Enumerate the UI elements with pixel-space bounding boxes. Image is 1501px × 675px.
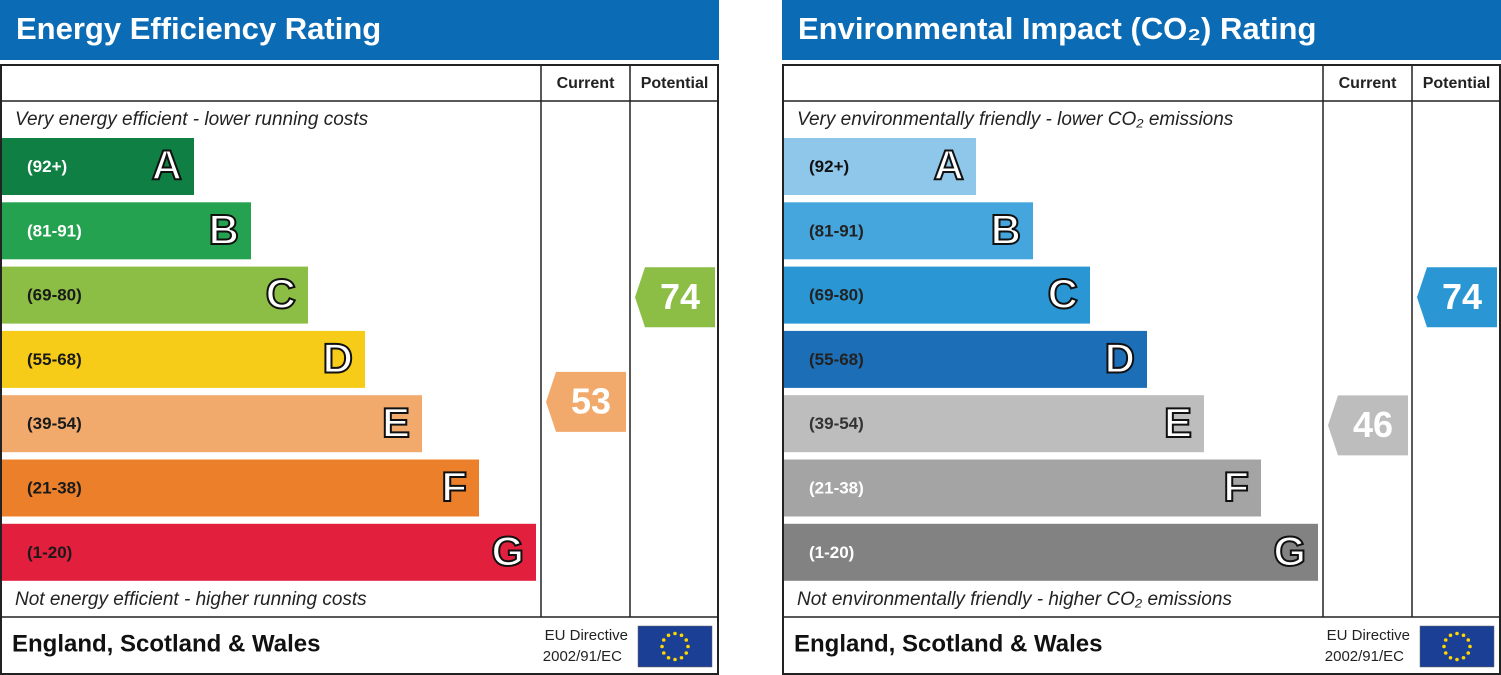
rating-value: 74 <box>660 276 700 317</box>
eu-star <box>661 651 666 655</box>
band-letter: E <box>1164 399 1192 446</box>
eu-star <box>666 633 671 638</box>
eu-star <box>684 638 689 642</box>
band-letter: B <box>991 206 1021 253</box>
eu-star <box>686 644 690 649</box>
eu-star <box>1461 633 1466 638</box>
rating-value: 46 <box>1353 404 1393 445</box>
bottom-note: Not environmentally friendly - higher CO… <box>797 589 1232 610</box>
band-range: (69-80) <box>809 286 864 305</box>
band-letter: E <box>382 399 410 446</box>
band-range: (1-20) <box>809 543 854 562</box>
rating-arrow <box>635 267 715 328</box>
band-range: (39-54) <box>27 414 82 433</box>
footer-directive: 2002/91/EC <box>543 648 622 665</box>
eu-star <box>1455 657 1459 662</box>
band-range: (81-91) <box>809 221 864 240</box>
rating-band <box>784 138 976 195</box>
band-letter: G <box>1273 527 1306 574</box>
rating-panel: Environmental Impact (CO₂) Rating Current… <box>782 0 1501 675</box>
eu-star <box>1455 631 1459 636</box>
footer-directive: 2002/91/EC <box>1325 648 1404 665</box>
rating-band <box>2 266 308 324</box>
band-range: (81-91) <box>27 221 82 240</box>
column-header: Potential <box>1423 75 1491 92</box>
band-range: (92+) <box>27 157 67 176</box>
eu-star <box>1466 651 1471 655</box>
rating-value: 74 <box>1442 276 1482 317</box>
top-note: Very energy efficient - lower running co… <box>15 109 369 130</box>
rating-band <box>2 330 365 388</box>
rating-arrow <box>1417 267 1497 328</box>
rating-band <box>784 202 1033 260</box>
band-letter: G <box>491 527 524 574</box>
band-range: (21-38) <box>809 478 864 497</box>
eu-star <box>1448 633 1453 638</box>
table-frame <box>782 64 1501 675</box>
rating-band <box>784 330 1147 388</box>
eu-star <box>1466 638 1471 642</box>
top-note: Very environmentally friendly - lower CO… <box>797 109 1234 130</box>
eu-star <box>673 631 677 636</box>
eu-star <box>1448 655 1453 660</box>
rating-band <box>784 459 1261 517</box>
eu-star <box>661 638 666 642</box>
panel-title: Energy Efficiency Rating <box>16 11 381 46</box>
header-bar <box>0 0 719 60</box>
eu-star <box>666 655 671 660</box>
rating-band <box>2 138 194 195</box>
band-letter: A <box>152 142 182 189</box>
band-range: (1-20) <box>27 543 72 562</box>
rating-band <box>2 202 251 260</box>
footer-directive: EU Directive <box>1327 627 1410 644</box>
rating-band <box>2 523 536 581</box>
footer-region: England, Scotland & Wales <box>794 630 1102 657</box>
band-letter: D <box>1105 334 1135 381</box>
column-header: Current <box>1339 75 1397 92</box>
eu-star <box>1468 644 1472 649</box>
band-letter: D <box>323 334 353 381</box>
panel-title: Environmental Impact (CO₂) Rating <box>798 11 1316 46</box>
rating-panel: Energy Efficiency Rating Current Potential… <box>0 0 719 675</box>
eu-star <box>1461 655 1466 660</box>
band-letter: C <box>1048 270 1078 317</box>
column-header: Potential <box>641 75 709 92</box>
rating-band <box>784 266 1090 324</box>
band-letter: C <box>266 270 296 317</box>
eu-star <box>679 655 684 660</box>
band-letter: A <box>934 142 964 189</box>
eu-star <box>679 633 684 638</box>
rating-value: 53 <box>571 380 611 421</box>
table-frame <box>0 64 719 675</box>
eu-star <box>660 644 664 649</box>
band-letter: F <box>1223 463 1249 510</box>
band-range: (39-54) <box>809 414 864 433</box>
band-letter: B <box>209 206 239 253</box>
band-range: (55-68) <box>809 350 864 369</box>
rating-arrow <box>546 371 626 432</box>
rating-band <box>784 523 1318 581</box>
band-range: (55-68) <box>27 350 82 369</box>
eu-star <box>1442 644 1446 649</box>
eu-star <box>673 657 677 662</box>
header-bar <box>782 0 1501 60</box>
rating-band <box>2 459 479 517</box>
rating-arrow <box>1328 395 1408 456</box>
band-range: (92+) <box>809 157 849 176</box>
band-range: (69-80) <box>27 286 82 305</box>
bottom-note: Not energy efficient - higher running co… <box>15 589 367 610</box>
band-range: (21-38) <box>27 478 82 497</box>
rating-band <box>784 395 1204 453</box>
eu-star <box>1443 638 1448 642</box>
eu-star <box>684 651 689 655</box>
band-letter: F <box>441 463 467 510</box>
rating-band <box>2 395 422 453</box>
footer-directive: EU Directive <box>545 627 628 644</box>
eu-star <box>1443 651 1448 655</box>
column-header: Current <box>557 75 615 92</box>
footer-region: England, Scotland & Wales <box>12 630 320 657</box>
